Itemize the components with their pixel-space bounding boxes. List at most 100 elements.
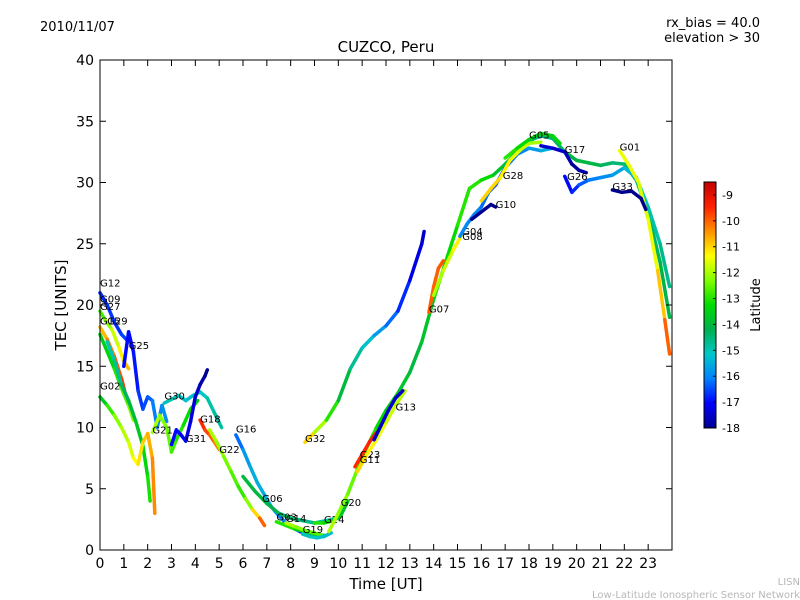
- satellite-label: G30: [164, 391, 184, 402]
- track-segment: [98, 395, 109, 408]
- track-segment: [346, 467, 360, 496]
- satellite-label: G15: [100, 317, 120, 328]
- track-segment: [563, 174, 574, 195]
- series-g10: G10: [470, 200, 516, 222]
- track-segment: [105, 340, 117, 362]
- track-segment: [105, 349, 117, 371]
- track-segment: [489, 175, 503, 191]
- track-segment: [136, 389, 145, 411]
- track-segment: [396, 278, 412, 313]
- x-tick-label: 11: [353, 556, 371, 572]
- track-segment: [586, 175, 603, 182]
- colorbar-tick-label: -12: [722, 267, 740, 280]
- series-g20: G20: [327, 134, 672, 534]
- track-segment: [303, 430, 317, 444]
- elevation-label: elevation > 30: [664, 31, 760, 46]
- axis-ticks: 0 1 2 3 4 5 6 7 8 9 10 11 12 13 14 15 16 17 18 19 20 21 22 2305…: [76, 53, 672, 572]
- x-tick-label: 13: [401, 556, 419, 572]
- track-segment: [374, 420, 388, 442]
- satellite-label: G18: [200, 415, 220, 426]
- satellite-label: G26: [567, 172, 587, 183]
- chart-title: CUZCO, Peru: [338, 38, 435, 56]
- series-g02: G02: [98, 382, 157, 516]
- x-tick-label: 23: [639, 556, 657, 572]
- satellite-label: G17: [565, 145, 585, 156]
- track-segment: [360, 440, 372, 457]
- series-g14: G14: [284, 514, 324, 538]
- track-segment: [324, 398, 341, 422]
- track-segment: [150, 456, 157, 516]
- track-segment: [222, 455, 233, 474]
- track-segment: [126, 440, 136, 460]
- series-g17: G17: [539, 144, 588, 175]
- colorbar-label: Latitude: [749, 278, 764, 332]
- x-axis-label: Time [UT]: [348, 575, 422, 593]
- x-tick-label: 17: [496, 556, 514, 572]
- satellite-label: G28: [503, 171, 523, 182]
- track-segment: [169, 438, 179, 454]
- series-g21: G21: [150, 398, 200, 454]
- y-tick-label: 40: [76, 53, 94, 69]
- colorbar-tick-label: -18: [722, 422, 740, 435]
- track-segment: [577, 168, 588, 175]
- track-segment: [360, 333, 376, 350]
- track-segment: [508, 148, 522, 163]
- track-segment: [458, 222, 469, 239]
- x-tick-label: 0: [96, 556, 105, 572]
- track-segment: [257, 516, 267, 528]
- track-segment: [164, 425, 174, 454]
- series-g31: G31: [169, 368, 210, 447]
- track-segment: [277, 511, 293, 520]
- track-segment: [617, 148, 631, 168]
- track-segment: [479, 186, 493, 203]
- satellite-label: G01: [620, 143, 640, 154]
- track-segment: [248, 464, 260, 485]
- track-segment: [236, 484, 248, 501]
- y-tick-label: 25: [76, 237, 94, 253]
- track-segment: [181, 407, 193, 427]
- colorbar: -18 -17 -16 -15 -14 -13 -12 -11 -10 -9: [703, 181, 740, 435]
- track-segment: [336, 366, 353, 403]
- x-tick-label: 19: [544, 556, 562, 572]
- track-segment: [372, 423, 383, 442]
- y-tick-label: 15: [76, 359, 94, 375]
- y-tick-label: 20: [76, 298, 94, 314]
- series-g11: G11: [355, 389, 407, 474]
- track-segment: [627, 163, 641, 185]
- track-segment: [539, 134, 555, 141]
- satellite-label: G31: [186, 434, 206, 445]
- track-segment: [420, 229, 426, 246]
- colorbar-tick-label: -15: [722, 344, 740, 357]
- track-segment: [250, 507, 262, 520]
- date-label: 2010/11/07: [40, 20, 115, 35]
- satellite-label: G07: [429, 304, 449, 315]
- track-segment: [658, 242, 672, 289]
- track-segment: [300, 518, 317, 525]
- track-segment: [586, 161, 603, 168]
- x-tick-label: 3: [167, 556, 176, 572]
- track-segment: [479, 173, 496, 182]
- y-tick-label: 0: [85, 543, 94, 559]
- track-segment: [184, 419, 193, 443]
- track-segment: [215, 440, 226, 459]
- x-tick-label: 14: [425, 556, 443, 572]
- colorbar-tick-label: -17: [722, 396, 740, 409]
- satellite-label: G12: [100, 279, 120, 290]
- track-segment: [372, 324, 388, 338]
- track-segment: [658, 260, 672, 320]
- track-segment: [241, 474, 257, 493]
- satellite-label: G11: [360, 455, 380, 466]
- track-segment: [229, 469, 240, 489]
- series-g01: G01: [617, 143, 672, 356]
- x-tick-label: 22: [615, 556, 633, 572]
- track-segment: [489, 202, 498, 209]
- track-segment: [436, 259, 445, 271]
- track-segment: [338, 499, 350, 518]
- track-segment: [336, 491, 350, 516]
- track-segment: [479, 202, 493, 214]
- x-tick-label: 9: [310, 556, 319, 572]
- satellite-label: G09: [100, 295, 120, 306]
- track-segment: [517, 141, 531, 153]
